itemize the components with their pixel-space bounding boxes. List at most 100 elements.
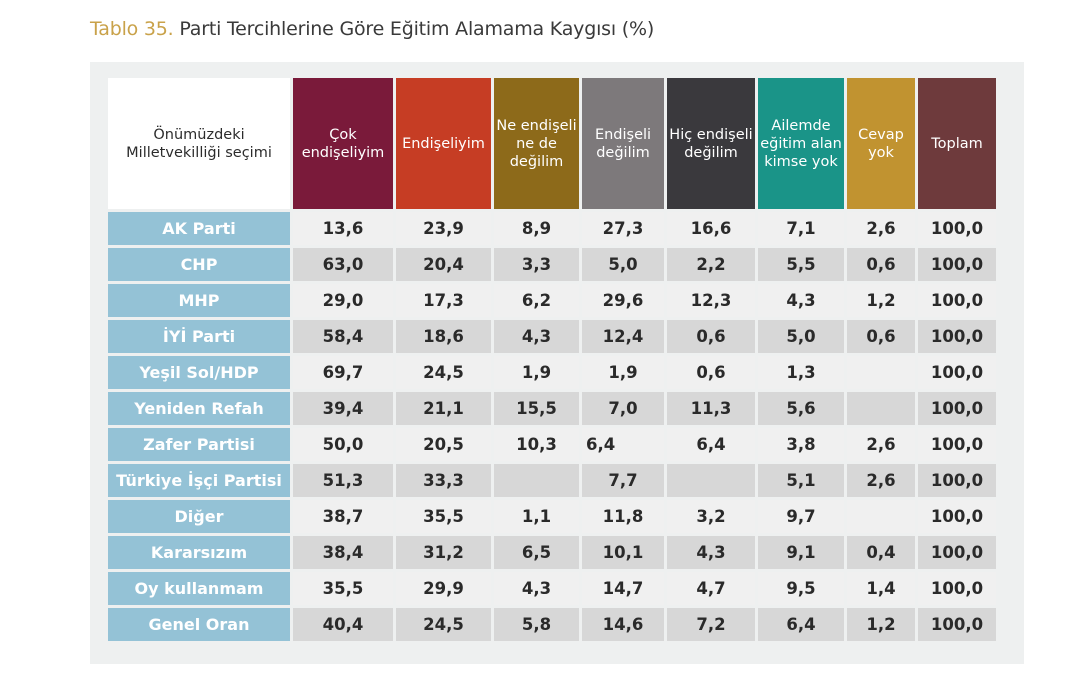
row-label: Diğer: [108, 500, 290, 533]
table-cell: 2,2: [667, 248, 755, 281]
table-cell: 1,2: [847, 284, 915, 317]
table-cell: 39,4: [293, 392, 393, 425]
table-cell: [494, 464, 579, 497]
row-label: Genel Oran: [108, 608, 290, 641]
table-cell: 63,0: [293, 248, 393, 281]
table-row: Zafer Partisi 50,0 20,5 10,3 6,4 6,4 3,8 2,6 100…: [108, 428, 996, 461]
table-cell: [847, 392, 915, 425]
table-cell: 20,5: [396, 428, 491, 461]
table-cell: 9,5: [758, 572, 844, 605]
table-cell: 100,0: [918, 536, 996, 569]
table-cell: 5,6: [758, 392, 844, 425]
table-cell: 4,3: [667, 536, 755, 569]
table-cell: 29,9: [396, 572, 491, 605]
table-cell: 29,0: [293, 284, 393, 317]
table-cell: 11,8: [582, 500, 664, 533]
table-cell: 31,2: [396, 536, 491, 569]
table-body: AK Parti 13,6 23,9 8,9 27,3 16,6 7,1 2,6 100,0 CH…: [108, 212, 996, 641]
table-cell: 38,7: [293, 500, 393, 533]
table-cell: 1,4: [847, 572, 915, 605]
table-cell: 1,9: [494, 356, 579, 389]
table-cell: 14,7: [582, 572, 664, 605]
table-cell: 10,3: [494, 428, 579, 461]
table-cell: 13,6: [293, 212, 393, 245]
table-cell: 1,1: [494, 500, 579, 533]
table-cell: 100,0: [918, 212, 996, 245]
table-cell: 5,8: [494, 608, 579, 641]
table-cell: 33,3: [396, 464, 491, 497]
table-cell: 35,5: [293, 572, 393, 605]
table-cell: 100,0: [918, 248, 996, 281]
column-header: Ne endişeli ne de değilim: [494, 78, 579, 209]
table-cell: 100,0: [918, 572, 996, 605]
table-cell: 12,3: [667, 284, 755, 317]
table-cell: 2,6: [847, 428, 915, 461]
table-cell: 18,6: [396, 320, 491, 353]
table-cell: 5,5: [758, 248, 844, 281]
table-cell: 8,9: [494, 212, 579, 245]
table-cell: 12,4: [582, 320, 664, 353]
table-cell: 6,4: [667, 428, 755, 461]
header-row: Önümüzdeki Milletvekilliği seçimi Çok en…: [108, 78, 996, 209]
column-header: Endişeliyim: [396, 78, 491, 209]
table-cell: 100,0: [918, 428, 996, 461]
table-row: MHP 29,0 17,3 6,2 29,6 12,3 4,3 1,2 100,0: [108, 284, 996, 317]
row-label: CHP: [108, 248, 290, 281]
table-cell: 4,3: [758, 284, 844, 317]
row-label: Oy kullanmam: [108, 572, 290, 605]
table-cell: 0,6: [847, 248, 915, 281]
table-cell: 9,7: [758, 500, 844, 533]
table-cell: 50,0: [293, 428, 393, 461]
row-label: İYİ Parti: [108, 320, 290, 353]
table-cell: 15,5: [494, 392, 579, 425]
table-cell: 6,2: [494, 284, 579, 317]
table-title: Tablo 35. Parti Tercihlerine Göre Eğitim…: [90, 18, 654, 40]
table-row: Yeşil Sol/HDP 69,7 24,5 1,9 1,9 0,6 1,3 100,0: [108, 356, 996, 389]
table-cell: 9,1: [758, 536, 844, 569]
table-row: Yeniden Refah 39,4 21,1 15,5 7,0 11,3 5,6 100,0: [108, 392, 996, 425]
table-cell: 21,1: [396, 392, 491, 425]
table-cell: 3,2: [667, 500, 755, 533]
data-table: Önümüzdeki Milletvekilliği seçimi Çok en…: [105, 75, 999, 644]
table-cell: 3,3: [494, 248, 579, 281]
table-cell: 3,8: [758, 428, 844, 461]
table-cell: 20,4: [396, 248, 491, 281]
row-label: Zafer Partisi: [108, 428, 290, 461]
table-cell: 1,2: [847, 608, 915, 641]
table-cell: 16,6: [667, 212, 755, 245]
table-cell: 58,4: [293, 320, 393, 353]
table-cell: 100,0: [918, 284, 996, 317]
table-cell: 51,3: [293, 464, 393, 497]
table-cell: 100,0: [918, 356, 996, 389]
table-cell: 2,6: [847, 464, 915, 497]
table-row: AK Parti 13,6 23,9 8,9 27,3 16,6 7,1 2,6 100,0: [108, 212, 996, 245]
table-cell: 0,6: [667, 320, 755, 353]
table-cell: 1,3: [758, 356, 844, 389]
table-cell: 27,3: [582, 212, 664, 245]
table-row: Genel Oran 40,4 24,5 5,8 14,6 7,2 6,4 1,2 100,0: [108, 608, 996, 641]
table-row: Türkiye İşçi Partisi 51,3 33,3 7,7 5,1 2,6 100…: [108, 464, 996, 497]
row-label: AK Parti: [108, 212, 290, 245]
column-header: Çok endişeliyim: [293, 78, 393, 209]
table-cell: 0,4: [847, 536, 915, 569]
table-cell: 38,4: [293, 536, 393, 569]
table-cell: 2,6: [847, 212, 915, 245]
table-cell: 100,0: [918, 608, 996, 641]
table-cell: 100,0: [918, 464, 996, 497]
table-cell: 7,1: [758, 212, 844, 245]
table-cell: 100,0: [918, 392, 996, 425]
table-cell: 35,5: [396, 500, 491, 533]
table-caption: Parti Tercihlerine Göre Eğitim Alamama K…: [173, 18, 655, 40]
table-cell: 5,0: [758, 320, 844, 353]
table-row: Kararsızım 38,4 31,2 6,5 10,1 4,3 9,1 0,4 100,0: [108, 536, 996, 569]
table-cell: 23,9: [396, 212, 491, 245]
table-cell: 5,1: [758, 464, 844, 497]
column-header: Hiç endişeli değilim: [667, 78, 755, 209]
row-label: MHP: [108, 284, 290, 317]
column-header: Toplam: [918, 78, 996, 209]
table-cell: 24,5: [396, 608, 491, 641]
table-row: İYİ Parti 58,4 18,6 4,3 12,4 0,6 5,0 0,6 100,0: [108, 320, 996, 353]
row-label: Kararsızım: [108, 536, 290, 569]
table-cell: [847, 356, 915, 389]
table-cell: 6,4: [582, 428, 664, 461]
